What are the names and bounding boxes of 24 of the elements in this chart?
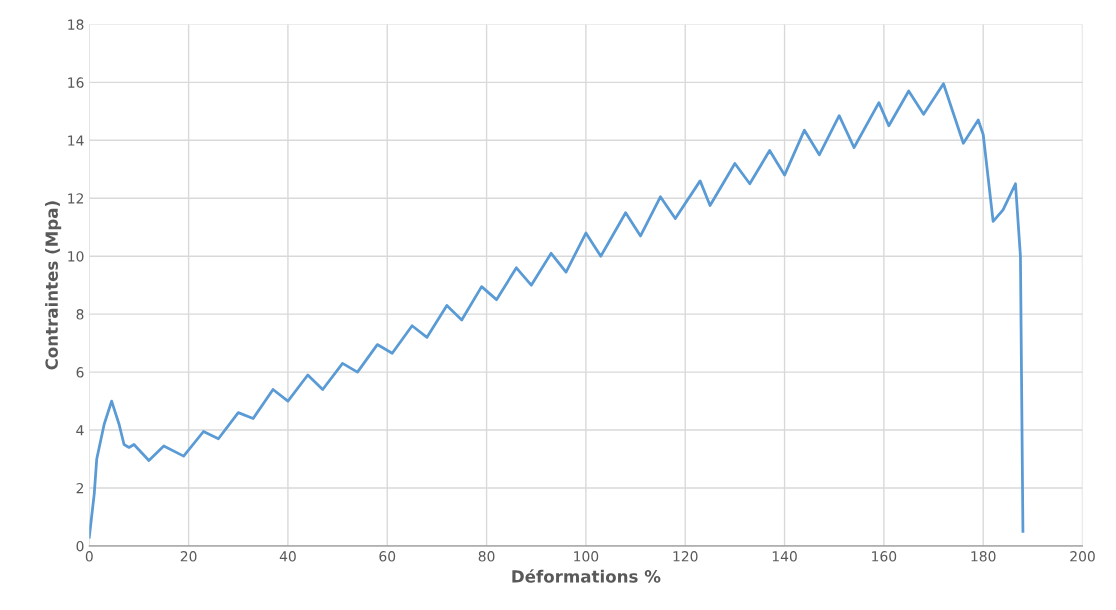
y-tick-label: 10: [68, 251, 84, 262]
y-tick-label: 0: [76, 540, 84, 552]
y-tick-label: 4: [76, 425, 84, 436]
y-tick-label: 2: [76, 482, 84, 494]
y-tick-label: 8: [76, 309, 84, 320]
x-tick-label: 20: [180, 551, 197, 562]
x-axis-title: Déformations %: [512, 569, 661, 583]
x-tick-label: 40: [279, 551, 296, 562]
x-tick-label: 60: [379, 551, 396, 562]
y-tick-label: 14: [68, 135, 84, 146]
x-tick-label: 100: [574, 551, 599, 562]
x-tick-label: 200: [1070, 551, 1095, 562]
line-series: [89, 82, 1025, 539]
y-tick-label: 16: [68, 77, 84, 88]
y-tick-label: 6: [76, 367, 84, 378]
x-tick-label: 0: [85, 551, 93, 562]
x-tick-label: 120: [673, 551, 698, 562]
x-tick-label: 140: [772, 551, 797, 562]
y-axis-title: Contraintes (Mpa): [45, 201, 62, 370]
y-tick-label: 12: [68, 193, 84, 204]
x-tick-label: 160: [872, 551, 897, 562]
x-tick-label: 80: [478, 551, 495, 562]
y-tick-label: 18: [68, 19, 84, 30]
x-tick-label: 180: [971, 551, 996, 562]
